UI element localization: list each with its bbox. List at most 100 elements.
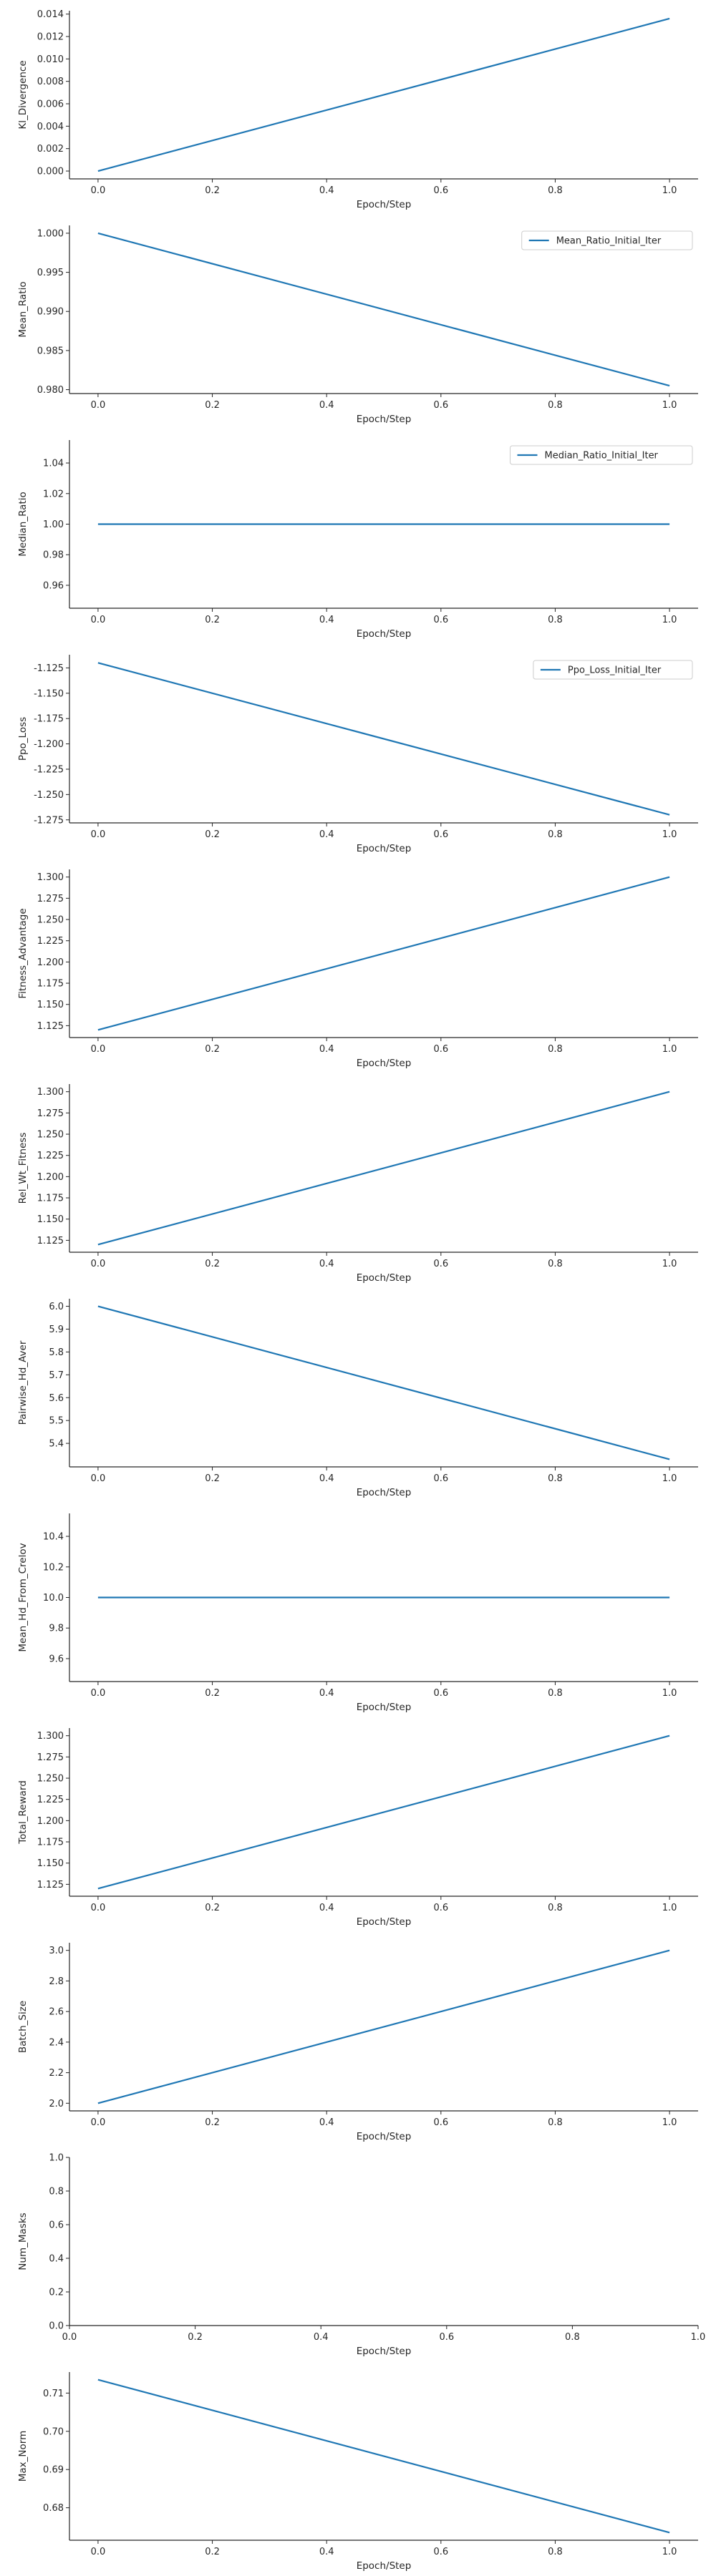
x-tick-label: 1.0 (662, 1044, 677, 1055)
x-axis-label: Epoch/Step (357, 1058, 412, 1069)
x-tick-label: 0.4 (314, 2332, 329, 2343)
x-tick-label: 0.4 (319, 1903, 334, 1913)
x-tick-label: 0.8 (548, 1044, 563, 1055)
series-line (97, 876, 670, 1031)
x-tick-label: 1.0 (662, 1903, 677, 1913)
y-axis-label: Rel_Wt_Fitness (17, 1133, 29, 1204)
x-tick-label: 0.0 (91, 185, 106, 196)
y-tick-label: 0.012 (37, 32, 64, 43)
y-tick-label: 3.0 (49, 1946, 64, 1956)
x-tick-label: 0.0 (91, 1473, 106, 1484)
x-tick-label: 0.4 (319, 1259, 334, 1269)
x-axis-label: Epoch/Step (357, 1916, 412, 1928)
y-axis-label: Ppo_Loss (17, 717, 29, 761)
y-axis-label: Median_Ratio (17, 492, 29, 557)
y-axis-label: Mean_Ratio (17, 281, 29, 337)
y-tick-label: 1.125 (37, 1236, 64, 1246)
legend: Ppo_Loss_Initial_Iter (533, 660, 693, 680)
y-tick-label: 1.225 (37, 1795, 64, 1805)
y-tick-label: 2.0 (49, 2099, 64, 2109)
y-tick-label: -1.200 (34, 739, 64, 750)
y-tick-label: 0.014 (37, 9, 64, 20)
x-tick-label: 0.8 (548, 829, 563, 840)
y-tick-label: -1.175 (34, 714, 64, 725)
x-tick-label: 0.0 (91, 1688, 106, 1699)
legend-label: Mean_Ratio_Initial_Iter (556, 236, 662, 247)
x-tick-label: 0.2 (205, 1473, 220, 1484)
x-tick-label: 1.0 (662, 1473, 677, 1484)
series-line (97, 17, 670, 172)
y-tick-label: 0.69 (43, 2465, 64, 2476)
x-axis-label: Epoch/Step (357, 1272, 412, 1284)
y-axis-label: Kl_Divergence (17, 60, 29, 129)
x-tick-label: 1.0 (662, 185, 677, 196)
x-tick-label: 1.0 (691, 2332, 706, 2343)
y-tick-label: 1.150 (37, 1000, 64, 1010)
y-tick-label: 1.02 (43, 489, 64, 499)
y-tick-label: -1.275 (34, 815, 64, 826)
series-line (97, 1091, 670, 1246)
x-tick-label: 1.0 (662, 1688, 677, 1699)
x-tick-label: 1.0 (662, 2547, 677, 2557)
x-tick-label: 0.6 (433, 1044, 448, 1055)
x-tick-label: 0.0 (62, 2332, 77, 2343)
x-tick-label: 0.6 (433, 1259, 448, 1269)
x-tick-label: 0.4 (319, 2117, 334, 2128)
chart-panel-11: 0.0 0.2 0.4 0.6 0.8 1.0 0.0 0.2 0.4 0.6 0.8 1.0 Epoc… (17, 2153, 705, 2358)
y-tick-label: 10.0 (43, 1593, 64, 1604)
y-tick-label: 2.8 (49, 1976, 64, 1987)
y-tick-label: 9.8 (49, 1624, 64, 1634)
y-tick-label: 0.4 (49, 2254, 64, 2265)
y-axis-label: Total_Reward (17, 1780, 29, 1845)
x-tick-label: 0.6 (433, 400, 448, 411)
x-tick-label: 0.0 (91, 1044, 106, 1055)
legend: Mean_Ratio_Initial_Iter (521, 230, 693, 250)
y-tick-label: -1.150 (34, 688, 64, 699)
y-tick-label: 2.4 (49, 2037, 64, 2048)
x-axis-label: Epoch/Step (357, 628, 412, 640)
y-tick-label: 0.008 (37, 77, 64, 87)
y-tick-label: 0.68 (43, 2503, 64, 2514)
y-tick-label: -1.250 (34, 790, 64, 801)
y-tick-label: 1.125 (37, 1021, 64, 1032)
x-tick-label: 0.2 (205, 2547, 220, 2557)
x-tick-label: 0.8 (548, 1688, 563, 1699)
y-tick-label: 1.250 (37, 915, 64, 926)
y-tick-label: 2.6 (49, 2007, 64, 2018)
legend-label: Ppo_Loss_Initial_Iter (568, 665, 662, 676)
y-axis-label: Pairwise_Hd_Aver (17, 1340, 29, 1425)
chart-panel-10: 0.0 0.2 0.4 0.6 0.8 1.0 2.0 2.2 2.4 2.6 2.8 3.0 Epoc… (17, 1943, 698, 2142)
x-tick-label: 0.8 (548, 400, 563, 411)
x-tick-label: 0.6 (433, 829, 448, 840)
legend-box (510, 445, 693, 465)
x-tick-label: 0.0 (91, 400, 106, 411)
x-tick-label: 0.8 (565, 2332, 580, 2343)
chart-panel-1: 0.0 0.2 0.4 0.6 0.8 1.0 0.000 0.002 0.004 0.006 0.… (17, 9, 698, 210)
y-tick-label: 10.4 (43, 1532, 64, 1543)
y-tick-label: 1.300 (37, 872, 64, 883)
x-tick-label: 0.4 (319, 2547, 334, 2557)
x-axis-label: Epoch/Step (357, 843, 412, 854)
y-tick-label: 5.5 (49, 1416, 64, 1427)
y-tick-label: 1.250 (37, 1130, 64, 1141)
x-tick-label: 0.2 (205, 1259, 220, 1269)
legend: Median_Ratio_Initial_Iter (510, 445, 693, 465)
y-tick-label: 1.275 (37, 1752, 64, 1763)
y-axis-label: Num_Masks (17, 2212, 29, 2270)
y-tick-label: 1.250 (37, 1774, 64, 1785)
y-axis-label: Batch_Size (17, 2001, 29, 2053)
series-line (97, 232, 670, 387)
y-tick-label: 0.2 (49, 2288, 64, 2298)
x-tick-label: 0.8 (548, 1473, 563, 1484)
y-axis-label: Max_Norm (17, 2431, 29, 2482)
x-tick-label: 0.6 (433, 2547, 448, 2557)
x-tick-label: 0.6 (433, 1473, 448, 1484)
x-tick-label: 0.4 (319, 829, 334, 840)
y-tick-label: 0.002 (37, 144, 64, 155)
x-tick-label: 0.6 (433, 1688, 448, 1699)
x-tick-label: 0.6 (439, 2332, 454, 2343)
x-tick-label: 0.4 (319, 185, 334, 196)
x-tick-label: 1.0 (662, 2117, 677, 2128)
y-tick-label: 1.04 (43, 459, 64, 469)
y-tick-label: 1.275 (37, 1108, 64, 1119)
